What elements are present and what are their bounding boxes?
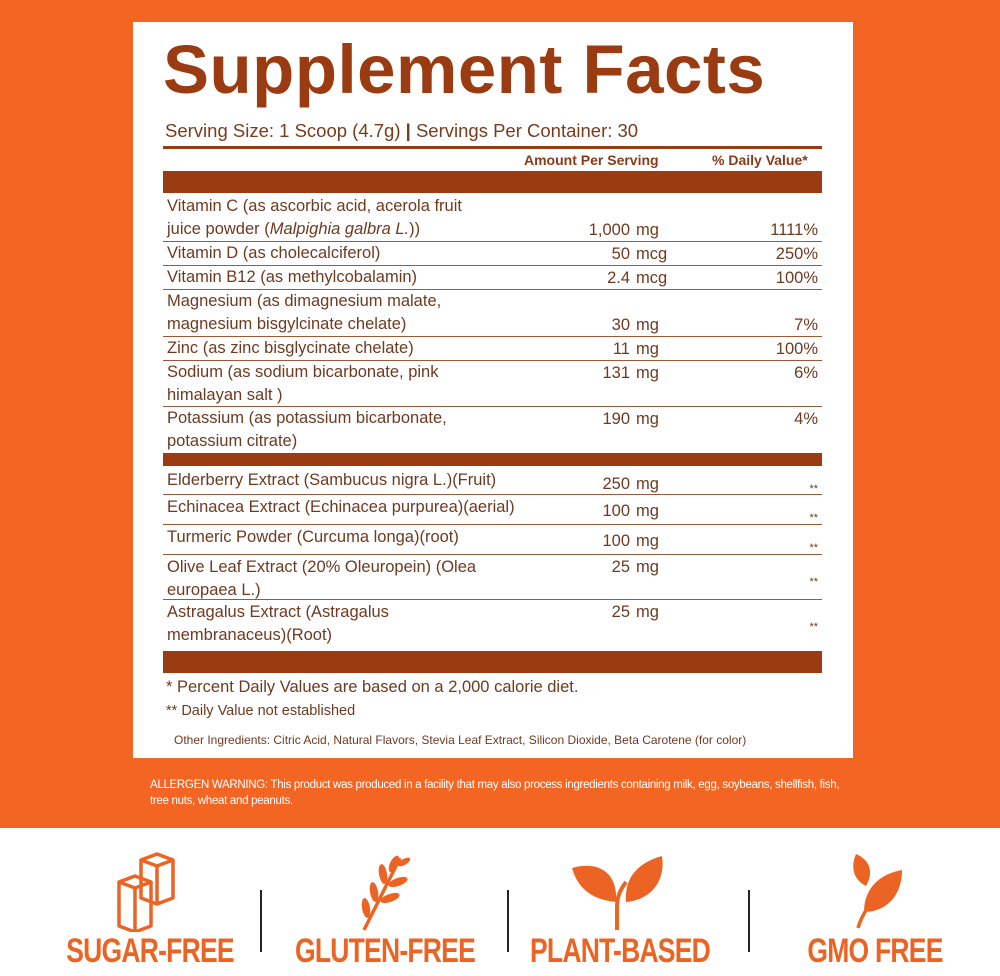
table-row: Magnesium (as dimagnesium malate, magnes… [163,290,822,337]
amount: 190 [602,410,630,428]
daily-value: 6% [794,364,818,382]
daily-value: 4% [794,410,818,428]
footnote-not-established: ** Daily Value not established [166,703,356,719]
nutrient-name: Vitamin C (as ascorbic acid, acerola fru… [167,197,462,238]
amount: 131 [602,364,630,382]
amount: 25 [611,558,630,576]
other-ingredients: Other Ingredients: Citric Acid, Natural … [174,733,747,747]
divider [163,146,822,149]
section-bar [163,453,822,466]
table-row: Echinacea Extract (Echinacea purpurea)(a… [163,495,822,525]
servings-per-container: Servings Per Container: 30 [415,120,639,141]
unit: mg [636,502,659,520]
serving-info: Serving Size: 1 Scoop (4.7g) | Servings … [165,120,638,142]
nutrient-name: Astragalus Extract (Astragalus membranac… [167,603,389,644]
table-row: Vitamin C (as ascorbic acid, acerola fru… [163,195,822,242]
unit: mg [636,221,659,239]
badge-label: GMO FREE [807,932,943,970]
bottom-bar [163,651,822,673]
daily-value: ** [809,576,818,588]
allergen-warning: ALLERGEN WARNING: This product was produ… [150,779,840,807]
table-row: Vitamin B12 (as methylcobalamin) 2.4 mcg 10… [163,266,822,290]
unit: mg [636,316,659,334]
unit: mg [636,410,659,428]
serving-size: Serving Size: 1 Scoop (4.7g) [165,120,401,141]
daily-value: 250% [775,245,818,263]
nutrient-name: Zinc (as zinc bisglycinate chelate) [167,339,414,357]
daily-value: ** [809,483,818,495]
amount: 11 [612,340,630,358]
daily-value: 100% [775,269,818,287]
amount: 30 [611,316,630,334]
nutrient-name: Turmeric Powder (Curcuma longa)(root) [167,528,459,546]
unit: mg [636,532,659,550]
footnote-dv: * Percent Daily Values are based on a 2,… [166,678,579,696]
table-row: Turmeric Powder (Curcuma longa)(root) 100… [163,525,822,555]
amount-header: Amount Per Serving [524,152,659,168]
daily-value: ** [809,621,818,633]
table-row: Olive Leaf Extract (20% Oleuropein) (Ole… [163,555,822,600]
amount: 25 [611,603,630,621]
sugar-cubes-icon [117,852,175,932]
nutrient-name: Magnesium (as dimagnesium malate, magnes… [167,292,442,333]
table-row: Elderberry Extract (Sambucus nigra L.)(F… [163,468,822,495]
amount: 2.4 [607,269,630,287]
divider [507,890,509,952]
amount: 50 [611,245,630,263]
leaf-icon [853,854,902,929]
nutrient-name: Elderberry Extract (Sambucus nigra L.)(F… [167,471,497,489]
daily-value: ** [809,542,818,554]
badge-label: GLUTEN-FREE [294,932,476,970]
table-row: Sodium (as sodium bicarbonate, pink hima… [163,361,822,407]
table-row: Potassium (as potassium bicarbonate, pot… [163,407,822,453]
nutrient-name: Potassium (as potassium bicarbonate, pot… [167,409,447,450]
nutrient-name: Sodium (as sodium bicarbonate, pink hima… [167,363,439,404]
daily-value: 7% [794,316,818,334]
table-row: Zinc (as zinc bisglycinate chelate) 11 mg 1… [163,337,822,361]
unit: mg [636,558,659,576]
divider [260,890,262,952]
nutrient-name: Echinacea Extract (Echinacea purpurea)(a… [167,498,515,516]
header-bar [163,171,822,193]
amount: 100 [602,532,630,550]
daily-value: 100% [775,340,818,358]
unit: mcg [636,245,668,263]
daily-value: ** [809,512,818,524]
unit: mg [636,364,659,382]
page-title: Supplement Facts [163,31,766,108]
wheat-icon [361,855,411,931]
unit: mg [636,475,659,493]
amount: 100 [602,502,630,520]
unit: mcg [636,269,668,287]
divider [748,890,750,952]
amount: 1,000 [588,221,630,239]
unit: mg [636,603,659,621]
supplement-facts-panel [133,22,853,758]
daily-value: 1111% [770,221,818,239]
nutrient-name: Olive Leaf Extract (20% Oleuropein) (Ole… [167,558,477,599]
sprout-icon [572,856,663,930]
separator: | [405,120,411,141]
badge-label: PLANT-BASED [529,932,711,970]
badge-label: SUGAR-FREE [66,932,234,970]
nutrient-name: Vitamin B12 (as methylcobalamin) [167,268,418,286]
unit: mg [636,340,659,358]
table-row: Vitamin D (as cholecalciferol) 50 mcg 250% [163,242,822,266]
table-row: Astragalus Extract (Astragalus membranac… [163,600,822,650]
amount: 250 [602,475,630,493]
dv-header: % Daily Value* [712,152,808,168]
nutrient-name: Vitamin D (as cholecalciferol) [167,244,381,262]
